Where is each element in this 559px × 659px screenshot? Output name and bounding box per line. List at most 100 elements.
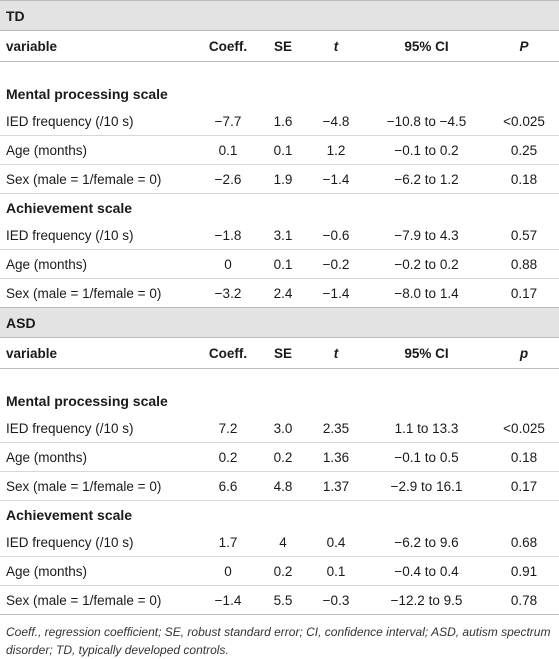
- column-header-row: variable Coeff. SE t 95% CI p: [0, 337, 559, 369]
- table-cell: −2.9 to 16.1: [364, 471, 489, 501]
- table-cell: 0: [198, 556, 258, 586]
- table-cell: 0.1: [198, 135, 258, 165]
- table-cell: −4.8: [308, 107, 364, 136]
- table-row: Sex (male = 1/female = 0) −1.4 5.5 −0.3 −12.…: [0, 585, 559, 615]
- table-cell: −7.7: [198, 107, 258, 136]
- table-row: Age (months) 0 0.1 −0.2 −0.2 to 0.2 0.88: [0, 249, 559, 279]
- row-label: IED frequency (/10 s): [0, 414, 198, 443]
- table-cell: 0.4: [308, 528, 364, 557]
- regression-table: TD variable Coeff. SE t 95% CI P Mental process…: [0, 0, 559, 615]
- table-cell: 0.68: [489, 528, 559, 557]
- row-label: Sex (male = 1/female = 0): [0, 164, 198, 194]
- section-header-row: TD: [0, 0, 559, 31]
- table-cell: 3.1: [258, 221, 308, 250]
- column-header: Coeff.: [198, 30, 258, 62]
- spacer-row: [0, 369, 559, 388]
- table-row: IED frequency (/10 s) 1.7 4 0.4 −6.2 to 9.6 0…: [0, 528, 559, 557]
- section-label: ASD: [0, 307, 559, 338]
- section-label: TD: [0, 0, 559, 31]
- table-cell: 0.91: [489, 556, 559, 586]
- table-cell: 0.17: [489, 278, 559, 308]
- table-cell: 0.25: [489, 135, 559, 165]
- table-cell: −1.8: [198, 221, 258, 250]
- table-cell: −0.1 to 0.2: [364, 135, 489, 165]
- table-cell: −0.2 to 0.2: [364, 249, 489, 279]
- table-cell: −1.4: [198, 585, 258, 615]
- table-cell: 0.2: [258, 442, 308, 472]
- table-cell: 1.36: [308, 442, 364, 472]
- table-cell: 6.6: [198, 471, 258, 501]
- section-header-row: ASD: [0, 307, 559, 338]
- table-cell: 0.57: [489, 221, 559, 250]
- row-label: Age (months): [0, 135, 198, 165]
- group-title: Achievement scale: [6, 199, 133, 216]
- table-cell: 2.4: [258, 278, 308, 308]
- row-label: Sex (male = 1/female = 0): [0, 471, 198, 501]
- column-header: Coeff.: [198, 337, 258, 369]
- table-row: IED frequency (/10 s) 7.2 3.0 2.35 1.1 to 13…: [0, 414, 559, 443]
- table-cell: 1.9: [258, 164, 308, 194]
- table-row: IED frequency (/10 s) −7.7 1.6 −4.8 −10.8 to…: [0, 107, 559, 136]
- table-cell: −12.2 to 9.5: [364, 585, 489, 615]
- table-cell: 5.5: [258, 585, 308, 615]
- column-header: 95% CI: [364, 30, 489, 62]
- table-cell: 0.18: [489, 442, 559, 472]
- spacer-row: [0, 62, 559, 81]
- column-header: variable: [0, 30, 198, 62]
- table-row: Age (months) 0.1 0.1 1.2 −0.1 to 0.2 0.25: [0, 135, 559, 165]
- table-cell: −0.4 to 0.4: [364, 556, 489, 586]
- table-cell: −0.6: [308, 221, 364, 250]
- row-label: Sex (male = 1/female = 0): [0, 278, 198, 308]
- group-title-row: Achievement scale: [0, 501, 559, 529]
- table-cell: 3.0: [258, 414, 308, 443]
- table-cell: <0.025: [489, 107, 559, 136]
- group-title-row: Achievement scale: [0, 194, 559, 222]
- table-cell: −10.8 to −4.5: [364, 107, 489, 136]
- table-row: IED frequency (/10 s) −1.8 3.1 −0.6 −7.9 to …: [0, 221, 559, 250]
- table-cell: 0: [198, 249, 258, 279]
- table-row: Sex (male = 1/female = 0) −3.2 2.4 −1.4 −8.0…: [0, 278, 559, 308]
- table-cell: −1.4: [308, 164, 364, 194]
- row-label: Age (months): [0, 249, 198, 279]
- table-cell: 7.2: [198, 414, 258, 443]
- row-label: IED frequency (/10 s): [0, 221, 198, 250]
- row-label: Age (months): [0, 556, 198, 586]
- group-title: Mental processing scale: [6, 85, 168, 102]
- table-row: Sex (male = 1/female = 0) −2.6 1.9 −1.4 −6.2…: [0, 164, 559, 194]
- column-header: p: [489, 337, 559, 369]
- table-cell: 0.1: [258, 249, 308, 279]
- column-header-row: variable Coeff. SE t 95% CI P: [0, 30, 559, 62]
- table-cell: 1.37: [308, 471, 364, 501]
- table-cell: −0.2: [308, 249, 364, 279]
- column-header: P: [489, 30, 559, 62]
- table-cell: 0.2: [258, 556, 308, 586]
- table-cell: −1.4: [308, 278, 364, 308]
- table-cell: −0.3: [308, 585, 364, 615]
- table-cell: 0.2: [198, 442, 258, 472]
- column-header: SE: [258, 30, 308, 62]
- spacer-cell: [0, 369, 559, 388]
- table-cell: 0.17: [489, 471, 559, 501]
- column-header: variable: [0, 337, 198, 369]
- table-cell: 4.8: [258, 471, 308, 501]
- table-row: Sex (male = 1/female = 0) 6.6 4.8 1.37 −2.9 …: [0, 471, 559, 501]
- table-cell: −8.0 to 1.4: [364, 278, 489, 308]
- table-row: Age (months) 0 0.2 0.1 −0.4 to 0.4 0.91: [0, 556, 559, 586]
- table-cell: −6.2 to 1.2: [364, 164, 489, 194]
- column-header: t: [308, 30, 364, 62]
- table-footnote: Coeff., regression coefficient; SE, robu…: [6, 625, 551, 657]
- row-label: IED frequency (/10 s): [0, 528, 198, 557]
- table-cell: 1.2: [308, 135, 364, 165]
- table-cell: −2.6: [198, 164, 258, 194]
- row-label: Sex (male = 1/female = 0): [0, 585, 198, 615]
- table-cell: 1.7: [198, 528, 258, 557]
- column-header: SE: [258, 337, 308, 369]
- table-cell: <0.025: [489, 414, 559, 443]
- table-cell: 2.35: [308, 414, 364, 443]
- table-cell: 0.78: [489, 585, 559, 615]
- table-body: TD variable Coeff. SE t 95% CI P Mental process…: [0, 0, 559, 615]
- table-cell: 4: [258, 528, 308, 557]
- group-title-row: Mental processing scale: [0, 80, 559, 107]
- table-cell: 0.1: [258, 135, 308, 165]
